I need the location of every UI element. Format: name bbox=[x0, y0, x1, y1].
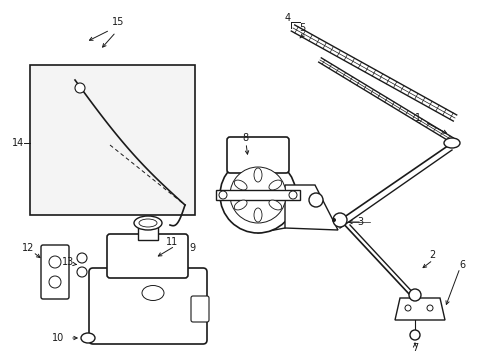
Circle shape bbox=[404, 305, 410, 311]
Text: 6: 6 bbox=[458, 260, 464, 270]
Text: 1: 1 bbox=[414, 113, 420, 123]
Polygon shape bbox=[285, 185, 337, 230]
Text: 4: 4 bbox=[285, 13, 290, 23]
Circle shape bbox=[288, 191, 296, 199]
Text: 2: 2 bbox=[428, 250, 434, 260]
Ellipse shape bbox=[234, 200, 246, 210]
Bar bbox=[216, 190, 299, 200]
Circle shape bbox=[408, 289, 420, 301]
Circle shape bbox=[331, 218, 335, 222]
Ellipse shape bbox=[139, 219, 157, 227]
Text: 8: 8 bbox=[242, 133, 247, 143]
Text: 12: 12 bbox=[22, 243, 34, 253]
Circle shape bbox=[220, 157, 295, 233]
Circle shape bbox=[77, 253, 87, 263]
Circle shape bbox=[229, 167, 285, 223]
Circle shape bbox=[219, 191, 226, 199]
Text: 10: 10 bbox=[52, 333, 64, 343]
Ellipse shape bbox=[234, 180, 246, 190]
Ellipse shape bbox=[253, 208, 262, 222]
Text: 9: 9 bbox=[188, 243, 195, 253]
Circle shape bbox=[308, 193, 323, 207]
FancyBboxPatch shape bbox=[89, 268, 206, 344]
Ellipse shape bbox=[268, 180, 281, 190]
Text: 11: 11 bbox=[165, 237, 178, 247]
Circle shape bbox=[75, 83, 85, 93]
Circle shape bbox=[409, 330, 419, 340]
Text: 13: 13 bbox=[62, 257, 74, 267]
FancyBboxPatch shape bbox=[226, 137, 288, 173]
Ellipse shape bbox=[81, 333, 95, 343]
Circle shape bbox=[426, 305, 432, 311]
Circle shape bbox=[77, 267, 87, 277]
Circle shape bbox=[49, 276, 61, 288]
Bar bbox=[138, 222, 158, 240]
Ellipse shape bbox=[134, 216, 162, 230]
Text: 7: 7 bbox=[411, 343, 417, 353]
Circle shape bbox=[49, 256, 61, 268]
Ellipse shape bbox=[253, 168, 262, 182]
FancyBboxPatch shape bbox=[191, 296, 208, 322]
Circle shape bbox=[332, 213, 346, 227]
Text: 15: 15 bbox=[112, 17, 124, 27]
Polygon shape bbox=[394, 298, 444, 320]
Text: 14: 14 bbox=[12, 138, 24, 148]
FancyBboxPatch shape bbox=[41, 245, 69, 299]
Bar bbox=[30, 65, 195, 215]
FancyBboxPatch shape bbox=[107, 234, 187, 278]
Ellipse shape bbox=[142, 285, 163, 301]
Text: 5: 5 bbox=[298, 23, 305, 33]
Text: 3: 3 bbox=[356, 217, 362, 227]
Ellipse shape bbox=[443, 138, 459, 148]
Ellipse shape bbox=[268, 200, 281, 210]
